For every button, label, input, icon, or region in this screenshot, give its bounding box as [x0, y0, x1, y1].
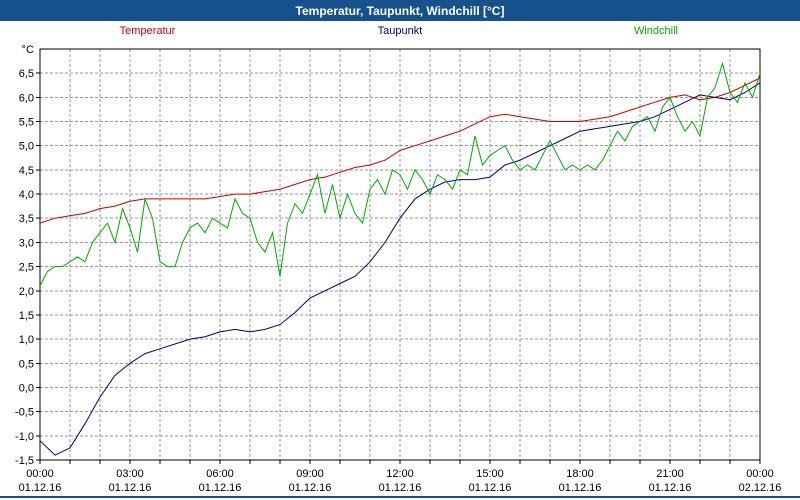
- y-tick-label: 2,5: [19, 262, 34, 274]
- legend-item-temperatur: Temperatur: [119, 25, 176, 37]
- bottom-border-line: [0, 496, 800, 498]
- x-tick-date-label: 02.12.16: [739, 482, 782, 494]
- y-axis-unit-label: °C: [22, 44, 34, 56]
- y-tick-label: 6,0: [19, 92, 34, 104]
- plot-border: [39, 48, 761, 461]
- x-tick-time-label: 18:00: [566, 468, 594, 480]
- x-tick-time-label: 09:00: [296, 468, 324, 480]
- y-tick-label: 1,0: [19, 334, 34, 346]
- x-tick-date-label: 01.12.16: [559, 482, 602, 494]
- x-tick-time-label: 15:00: [476, 468, 504, 480]
- y-tick-label: 1,5: [19, 310, 34, 322]
- y-tick-label: 3,0: [19, 237, 34, 249]
- y-tick-label: 5,5: [19, 117, 34, 129]
- y-tick-label: 4,0: [19, 189, 34, 201]
- x-tick-time-label: 00:00: [26, 468, 54, 480]
- page-title: Temperatur, Taupunkt, Windchill [°C]: [295, 3, 505, 18]
- x-tick-date-label: 01.12.16: [109, 482, 152, 494]
- y-tick-label: 0,5: [19, 358, 34, 370]
- x-tick-date-label: 01.12.16: [469, 482, 512, 494]
- y-tick-label: 6,5: [19, 68, 34, 80]
- series-windchill-line: [39, 61, 761, 287]
- y-tick-label: 2,0: [19, 286, 34, 298]
- y-tick-label: 5,0: [19, 141, 34, 153]
- x-tick-date-label: 01.12.16: [379, 482, 422, 494]
- x-tick-date-label: 01.12.16: [649, 482, 692, 494]
- x-tick-time-label: 06:00: [206, 468, 234, 480]
- x-tick-time-label: 03:00: [116, 468, 144, 480]
- temperature-chart: -1,5 -1,0 -0,5 0,0 0,5 1,0 1,5 2,0 2,5 3,0 3,5 4,0 4…: [15, 44, 782, 494]
- legend-item-windchill: Windchill: [633, 25, 678, 37]
- series-temperatur-line: [39, 77, 761, 224]
- x-tick-time-label: 00:00: [746, 468, 774, 480]
- x-tick-time-label: 12:00: [386, 468, 414, 480]
- y-tick-label: 3,5: [19, 213, 34, 225]
- x-tick-date-label: 01.12.16: [19, 482, 62, 494]
- x-tick-date-label: 01.12.16: [289, 482, 332, 494]
- y-tick-label: -1,0: [15, 431, 34, 443]
- x-tick-time-label: 21:00: [656, 468, 684, 480]
- window-title-bar: Temperatur, Taupunkt, Windchill [°C]: [0, 0, 800, 21]
- y-tick-label: -0,5: [15, 407, 34, 419]
- y-tick-label: 0,0: [19, 382, 34, 394]
- x-tick-date-label: 01.12.16: [199, 482, 242, 494]
- legend-item-taupunkt: Taupunkt: [377, 25, 423, 37]
- y-tick-label: 4,5: [19, 165, 34, 177]
- y-tick-label: -1,5: [15, 455, 34, 467]
